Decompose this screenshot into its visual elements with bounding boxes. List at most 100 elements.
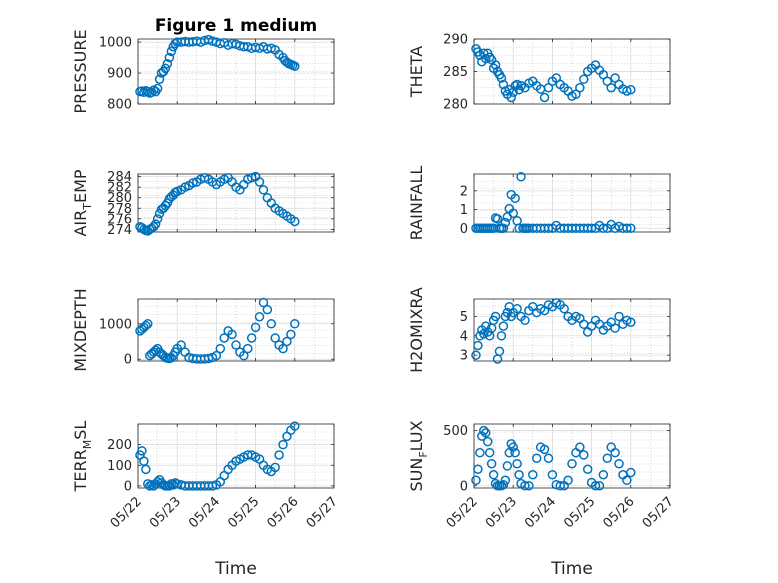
y-tick-label: 800 xyxy=(107,98,132,113)
y-axis-label-part: SL xyxy=(71,421,90,440)
y-tick-label: 274 xyxy=(107,223,132,238)
data-point xyxy=(524,481,534,491)
data-point xyxy=(498,223,509,234)
data-point xyxy=(508,442,518,452)
y-axis-label-part: TERR xyxy=(71,449,90,492)
x-axis-label: Time xyxy=(214,559,257,579)
data-point xyxy=(496,331,507,341)
y-tick-label: 290 xyxy=(443,33,468,48)
data-point xyxy=(496,73,507,83)
y-axis-label: PRESSURE xyxy=(71,29,90,113)
x-tick-label: 05/23 xyxy=(147,494,184,531)
data-point xyxy=(512,458,522,469)
y-tick-label: 282 xyxy=(107,181,132,196)
data-point xyxy=(471,475,481,486)
data-point xyxy=(539,444,550,455)
data-point xyxy=(231,340,241,350)
series-markers xyxy=(471,425,636,491)
data-point xyxy=(531,453,542,463)
axes-box xyxy=(137,173,335,233)
data-point xyxy=(594,481,605,491)
data-point xyxy=(563,475,573,486)
x-tick-label: 05/22 xyxy=(444,494,481,531)
data-point xyxy=(250,322,261,333)
data-point xyxy=(575,442,585,452)
data-point xyxy=(626,84,636,95)
y-axis-label: SUNFLUX xyxy=(407,420,430,491)
data-point xyxy=(471,350,481,360)
x-tick-label: 05/22 xyxy=(108,494,145,531)
subplot-mixdepth: 0 1000 MIXDEPTH xyxy=(71,288,335,372)
plot-area xyxy=(138,424,334,488)
data-point xyxy=(543,223,554,234)
data-point xyxy=(278,439,288,450)
y-axis-label: TERRMSL xyxy=(71,421,94,493)
data-point xyxy=(622,475,632,486)
data-point xyxy=(490,311,501,322)
x-axis-label: Time xyxy=(550,559,593,579)
plot-area xyxy=(474,174,670,232)
data-point xyxy=(502,461,513,471)
data-point xyxy=(141,464,151,475)
data-point xyxy=(498,79,509,90)
series-markers xyxy=(135,171,300,236)
y-axis-label-part: EMP xyxy=(71,169,90,203)
y-tick-label: 1000 xyxy=(99,36,132,51)
data-point xyxy=(166,46,177,57)
data-point xyxy=(567,458,577,469)
data-point xyxy=(270,333,280,343)
data-point xyxy=(512,303,522,314)
data-point xyxy=(586,223,597,234)
data-point xyxy=(290,61,300,71)
subplot-terr_msl: 0 100 200 05/22 05/23 05/24 05/25 05/26 05/27 TER… xyxy=(71,421,341,579)
data-point xyxy=(506,92,516,103)
data-point xyxy=(626,317,636,327)
data-point xyxy=(490,60,501,70)
data-point xyxy=(492,214,503,224)
data-point xyxy=(508,208,518,219)
data-point xyxy=(481,53,491,64)
y-tick-label: 0 xyxy=(124,479,132,494)
y-tick-label: 280 xyxy=(107,191,132,206)
data-point xyxy=(520,481,530,491)
data-point xyxy=(148,221,159,232)
subplot-pressure: 800 900 1000 PRESSURE Figure 1 medium xyxy=(71,16,335,114)
data-point xyxy=(481,428,491,438)
data-point xyxy=(510,447,520,458)
subplot-sun_flux: 0 500 05/22 05/23 05/24 05/25 05/26 05/27 SUNFLU… xyxy=(407,420,677,579)
y-axis-label: AIRTEMP xyxy=(71,169,94,236)
data-point xyxy=(258,297,269,308)
data-point xyxy=(162,59,173,69)
x-tick-label: 05/26 xyxy=(601,494,638,531)
y-tick-label: 100 xyxy=(107,459,132,474)
data-point xyxy=(626,223,636,234)
data-point xyxy=(500,217,511,228)
data-point xyxy=(137,446,147,456)
y-axis-label-subscript: T xyxy=(81,203,94,211)
data-point xyxy=(266,319,277,329)
data-point xyxy=(484,447,495,458)
data-point xyxy=(154,74,165,84)
y-axis-label-part: AIR xyxy=(71,210,90,237)
data-point xyxy=(160,200,171,211)
series-markers xyxy=(135,421,300,491)
data-point xyxy=(482,436,493,447)
y-tick-label: 900 xyxy=(107,67,132,82)
data-point xyxy=(243,343,253,354)
data-point xyxy=(516,172,526,182)
axes-box xyxy=(137,423,335,489)
data-point xyxy=(486,458,497,469)
data-point xyxy=(510,193,520,204)
series-markers xyxy=(135,34,300,98)
data-point xyxy=(598,470,609,480)
data-point xyxy=(614,311,624,322)
axes-box xyxy=(473,298,671,362)
data-point xyxy=(614,458,624,469)
x-tick-label: 05/27 xyxy=(304,494,341,531)
data-point xyxy=(188,178,198,188)
y-tick-label: 4 xyxy=(460,329,468,344)
data-point xyxy=(622,223,632,234)
y-axis-label-part: LUX xyxy=(407,420,426,451)
data-point xyxy=(475,447,485,458)
y-tick-label: 5 xyxy=(460,310,468,325)
